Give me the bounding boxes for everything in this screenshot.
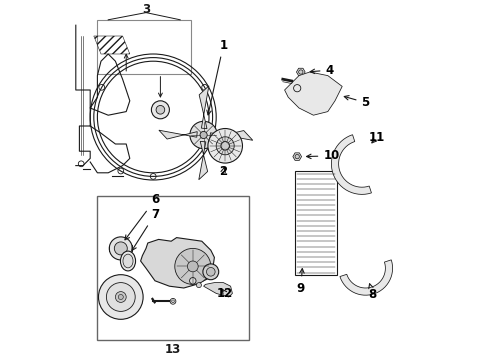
Circle shape xyxy=(295,154,299,159)
Text: 1: 1 xyxy=(207,39,227,115)
Circle shape xyxy=(200,131,207,139)
Circle shape xyxy=(151,101,170,119)
Circle shape xyxy=(109,237,132,260)
Text: 11: 11 xyxy=(368,131,385,144)
Polygon shape xyxy=(340,260,392,295)
Bar xyxy=(98,20,191,74)
Text: 5: 5 xyxy=(344,96,370,109)
Text: 4: 4 xyxy=(310,64,334,77)
Polygon shape xyxy=(199,141,208,180)
Text: 2: 2 xyxy=(220,165,227,177)
Text: 13: 13 xyxy=(165,343,181,356)
Circle shape xyxy=(118,294,123,300)
Bar xyxy=(295,171,337,275)
Text: 10: 10 xyxy=(307,149,340,162)
Circle shape xyxy=(206,267,215,276)
Circle shape xyxy=(116,292,126,302)
Polygon shape xyxy=(141,238,215,288)
Circle shape xyxy=(175,248,211,284)
Circle shape xyxy=(156,105,165,114)
Polygon shape xyxy=(199,86,209,129)
Circle shape xyxy=(98,275,143,319)
Polygon shape xyxy=(210,131,253,140)
Text: 7: 7 xyxy=(132,208,159,251)
Circle shape xyxy=(190,278,196,284)
Text: 3: 3 xyxy=(142,3,150,15)
Polygon shape xyxy=(331,135,371,194)
Circle shape xyxy=(216,137,234,155)
Bar xyxy=(98,196,248,340)
Ellipse shape xyxy=(121,251,136,271)
Polygon shape xyxy=(296,68,305,76)
Polygon shape xyxy=(285,72,342,115)
Text: 8: 8 xyxy=(368,284,377,301)
Text: 12: 12 xyxy=(217,287,233,300)
Polygon shape xyxy=(159,130,197,139)
Ellipse shape xyxy=(123,254,133,268)
Text: 9: 9 xyxy=(296,269,305,294)
Circle shape xyxy=(106,283,135,311)
Circle shape xyxy=(298,70,303,74)
Circle shape xyxy=(190,121,217,149)
Circle shape xyxy=(221,141,229,150)
Polygon shape xyxy=(293,153,301,160)
Circle shape xyxy=(203,264,219,280)
Polygon shape xyxy=(204,283,232,297)
Circle shape xyxy=(196,283,201,288)
Circle shape xyxy=(172,300,174,303)
Circle shape xyxy=(114,242,127,255)
Text: 6: 6 xyxy=(125,193,159,240)
Circle shape xyxy=(187,261,198,272)
Circle shape xyxy=(208,129,243,163)
